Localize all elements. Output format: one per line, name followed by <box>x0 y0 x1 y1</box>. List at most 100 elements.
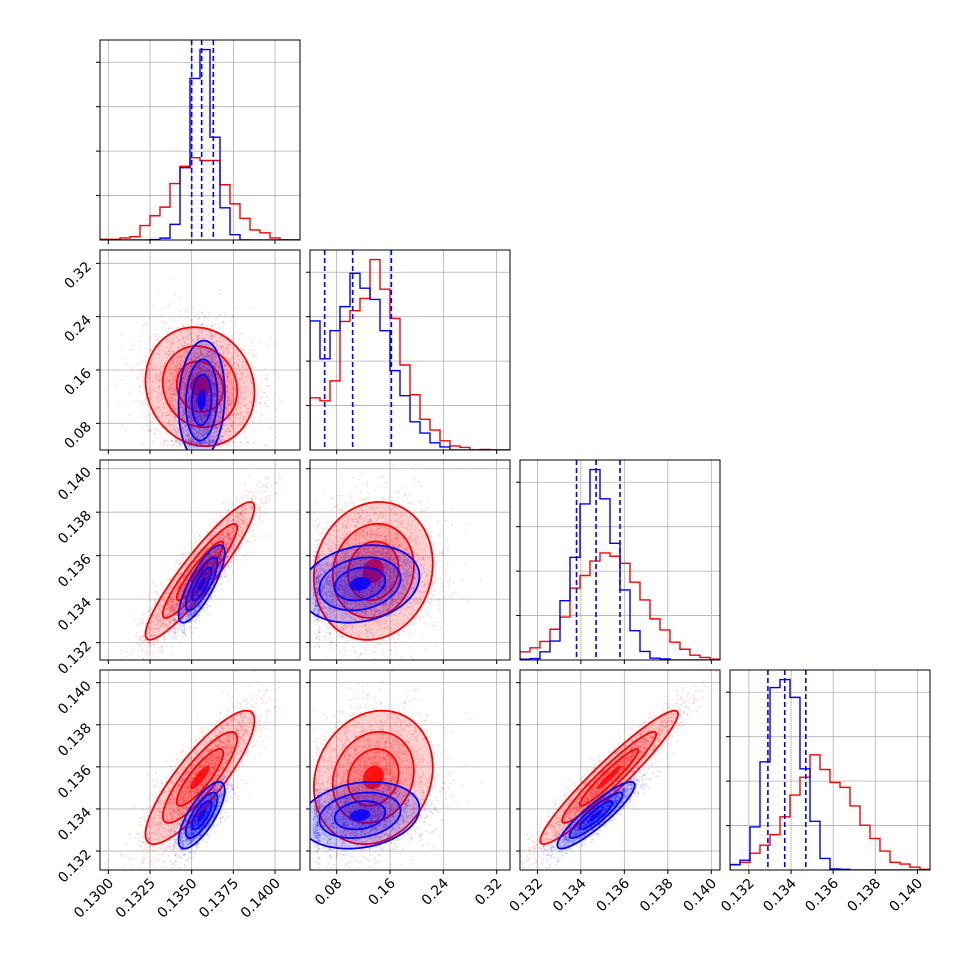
scatter-point <box>227 402 230 405</box>
scatter-point <box>221 358 224 361</box>
scatter-point <box>171 362 173 365</box>
scatter-point <box>158 385 161 388</box>
scatter-point <box>234 444 237 447</box>
scatter-point <box>232 315 235 318</box>
scatter-point <box>228 371 230 374</box>
scatter-point <box>192 372 195 375</box>
scatter-point <box>176 362 179 365</box>
scatter-point <box>176 412 179 415</box>
scatter-point <box>172 386 175 389</box>
scatter-point <box>232 402 235 405</box>
scatter-point <box>178 355 181 358</box>
scatter-point <box>229 398 232 401</box>
scatter-point <box>149 397 152 400</box>
scatter-point <box>216 374 219 377</box>
scatter-point <box>156 338 159 341</box>
scatter-point <box>207 372 210 375</box>
scatter-point <box>168 419 171 422</box>
scatter-point <box>188 333 191 336</box>
scatter-point <box>172 376 175 379</box>
scatter-point <box>263 401 266 404</box>
scatter-point <box>185 338 188 341</box>
scatter-point <box>113 383 116 386</box>
scatter-point <box>191 332 194 335</box>
scatter-point <box>210 439 212 442</box>
scatter-point <box>237 434 240 437</box>
scatter-point <box>170 399 173 402</box>
scatter-point <box>236 350 239 353</box>
scatter-point <box>227 375 230 378</box>
scatter-point <box>231 315 234 318</box>
scatter-point <box>195 417 198 420</box>
scatter-point <box>185 369 187 372</box>
scatter-point <box>180 402 183 405</box>
scatter-point <box>194 400 197 403</box>
scatter-point <box>228 396 231 399</box>
scatter-point <box>213 392 216 395</box>
scatter-point <box>218 437 221 440</box>
scatter-point <box>242 417 245 420</box>
panel-0-0 <box>96 39 301 244</box>
scatter-point <box>157 406 160 409</box>
scatter-point <box>262 391 265 394</box>
scatter-point <box>160 345 163 348</box>
scatter-point <box>214 355 217 358</box>
scatter-point <box>197 419 200 422</box>
scatter-point <box>188 412 191 415</box>
scatter-point <box>196 396 199 399</box>
scatter-point <box>231 337 234 340</box>
scatter-point <box>211 382 214 385</box>
scatter-point <box>226 383 229 386</box>
scatter-point <box>275 343 278 346</box>
scatter-point <box>175 407 178 410</box>
scatter-point <box>247 407 250 410</box>
scatter-point <box>237 400 240 403</box>
scatter-point <box>197 431 200 433</box>
scatter-point <box>234 427 237 430</box>
scatter-point <box>201 420 204 423</box>
scatter-point <box>188 403 191 405</box>
scatter-point <box>200 367 203 370</box>
scatter-point <box>177 338 180 341</box>
scatter-point <box>179 393 182 396</box>
scatter-point <box>197 371 200 374</box>
scatter-point <box>213 352 216 355</box>
scatter-point <box>227 426 229 429</box>
scatter-point <box>209 379 212 382</box>
scatter-point <box>245 411 248 414</box>
scatter-point <box>182 389 185 391</box>
scatter-point <box>212 402 215 405</box>
scatter-point <box>193 400 196 403</box>
scatter-point <box>200 363 203 366</box>
scatter-point <box>194 315 196 318</box>
scatter-point <box>265 405 268 408</box>
scatter-point <box>219 293 222 296</box>
scatter-point <box>211 361 214 364</box>
scatter-point <box>213 430 216 433</box>
scatter-point <box>239 378 242 381</box>
scatter-point <box>182 377 185 380</box>
scatter-point <box>187 323 190 326</box>
scatter-point <box>209 366 212 369</box>
scatter-point <box>164 405 167 408</box>
scatter-point <box>136 356 139 359</box>
scatter-point <box>175 370 178 373</box>
scatter-point <box>169 412 172 415</box>
scatter-point <box>219 411 222 414</box>
scatter-point <box>235 403 238 406</box>
scatter-point <box>167 350 170 353</box>
scatter-point <box>211 421 214 424</box>
scatter-point <box>250 364 253 366</box>
scatter-point <box>208 374 211 377</box>
scatter-point <box>203 433 206 435</box>
scatter-point <box>194 356 197 358</box>
scatter-point <box>203 429 206 432</box>
scatter-point <box>194 369 197 372</box>
scatter-point <box>250 416 253 419</box>
scatter-point <box>244 415 247 418</box>
scatter-point <box>173 394 176 397</box>
scatter-point <box>141 367 144 370</box>
scatter-point <box>223 312 226 315</box>
scatter-point <box>218 377 221 380</box>
scatter-point <box>184 340 186 343</box>
